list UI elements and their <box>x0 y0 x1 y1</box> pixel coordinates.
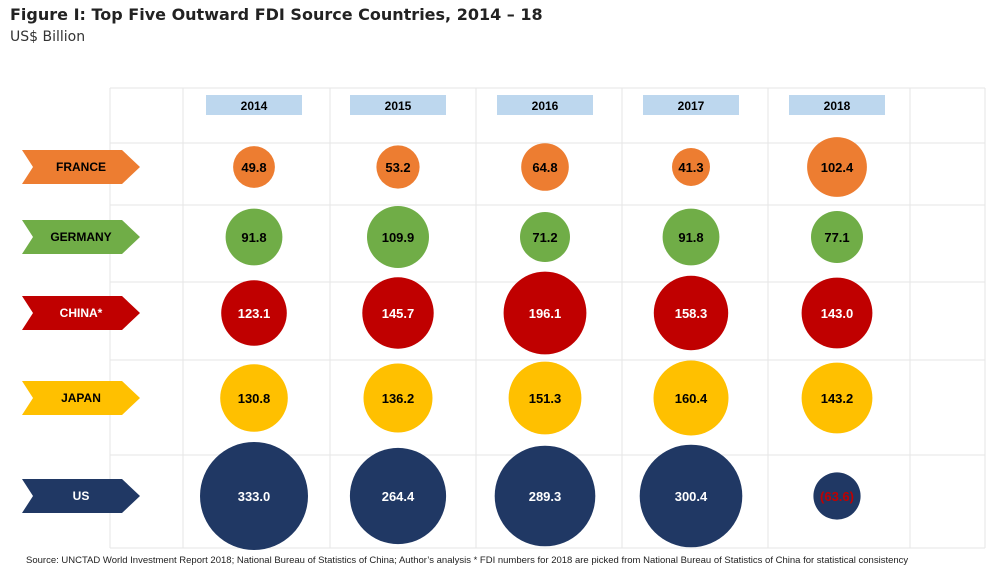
bubble-france-2015 <box>376 145 420 189</box>
year-header-label-2015: 2015 <box>385 99 412 113</box>
bubble-japan-2014 <box>220 364 288 432</box>
bubble-label-germany-2016: 71.2 <box>532 230 557 245</box>
bubble-japan-2017 <box>653 360 729 436</box>
bubble-label-china-2016: 196.1 <box>529 306 562 321</box>
bubble-germany-2014 <box>225 208 283 266</box>
bubble-china-2017 <box>653 275 729 351</box>
bubble-france-2016 <box>521 143 569 191</box>
bubble-japan-2015 <box>363 363 433 433</box>
bubble-japan-2016 <box>508 361 582 435</box>
bubble-label-germany-2018: 77.1 <box>824 230 849 245</box>
bubble-label-japan-2014: 130.8 <box>238 391 271 406</box>
country-arrow-us <box>22 479 140 513</box>
bubble-us-2016 <box>494 445 596 547</box>
bubble-france-2018 <box>807 137 867 197</box>
bubble-china-2016 <box>503 271 587 355</box>
bubble-label-germany-2014: 91.8 <box>241 230 266 245</box>
bubble-label-france-2016: 64.8 <box>532 160 557 175</box>
bubble-germany-2015 <box>367 206 429 268</box>
country-arrow-japan <box>22 381 140 415</box>
year-header-box-2018 <box>789 95 885 115</box>
bubble-china-2018 <box>801 277 873 349</box>
source-note: Source: UNCTAD World Investment Report 2… <box>26 555 909 566</box>
bubble-china-2014 <box>221 280 287 346</box>
bubble-china-2015 <box>362 277 434 349</box>
year-header-label-2014: 2014 <box>241 99 268 113</box>
bubble-label-us-2016: 289.3 <box>529 489 562 504</box>
bubble-label-germany-2015: 109.9 <box>382 230 415 245</box>
bubble-label-france-2018: 102.4 <box>821 160 854 175</box>
country-label-japan: JAPAN <box>61 391 101 405</box>
bubble-france-2014 <box>233 146 275 188</box>
bubble-label-france-2017: 41.3 <box>678 160 703 175</box>
year-header-box-2016 <box>497 95 593 115</box>
country-arrow-france <box>22 150 140 184</box>
year-header-box-2014 <box>206 95 302 115</box>
bubble-france-2017 <box>672 148 710 186</box>
bubble-label-china-2017: 158.3 <box>675 306 708 321</box>
bubble-label-japan-2017: 160.4 <box>675 391 708 406</box>
bubble-label-us-2014: 333.0 <box>238 489 271 504</box>
bubble-us-2015 <box>349 447 447 545</box>
country-label-china: CHINA* <box>60 306 103 320</box>
chart-subtitle: US$ Billion <box>10 29 86 45</box>
year-header-label-2017: 2017 <box>678 99 705 113</box>
bubble-label-germany-2017: 91.8 <box>678 230 703 245</box>
country-label-us: US <box>73 489 90 503</box>
country-label-germany: GERMANY <box>50 230 111 244</box>
bubble-label-japan-2015: 136.2 <box>382 391 415 406</box>
bubble-label-china-2014: 123.1 <box>238 306 271 321</box>
bubble-us-2014 <box>200 442 308 550</box>
bubble-label-us-2017: 300.4 <box>675 489 708 504</box>
bubble-label-japan-2016: 151.3 <box>529 391 562 406</box>
country-arrow-china <box>22 296 140 330</box>
bubble-germany-2016 <box>520 212 570 262</box>
bubble-label-us-2015: 264.4 <box>382 489 415 504</box>
bubble-label-france-2014: 49.8 <box>241 160 266 175</box>
bubble-us-2017 <box>639 444 743 548</box>
bubble-germany-2017 <box>662 208 720 266</box>
year-header-box-2017 <box>643 95 739 115</box>
bubble-japan-2018 <box>801 362 873 434</box>
country-label-france: FRANCE <box>56 160 106 174</box>
bubble-label-japan-2018: 143.2 <box>821 391 854 406</box>
country-arrow-germany <box>22 220 140 254</box>
bubble-germany-2018 <box>811 211 863 263</box>
year-header-label-2018: 2018 <box>824 99 851 113</box>
bubble-label-china-2018: 143.0 <box>821 306 854 321</box>
bubble-us-2018 <box>813 472 861 520</box>
bubble-label-france-2015: 53.2 <box>385 160 410 175</box>
year-header-label-2016: 2016 <box>532 99 559 113</box>
year-header-box-2015 <box>350 95 446 115</box>
bubble-label-us-2018: (63.6) <box>820 489 854 504</box>
chart-title: Figure I: Top Five Outward FDI Source Co… <box>10 5 543 24</box>
bubble-label-china-2015: 145.7 <box>382 306 415 321</box>
